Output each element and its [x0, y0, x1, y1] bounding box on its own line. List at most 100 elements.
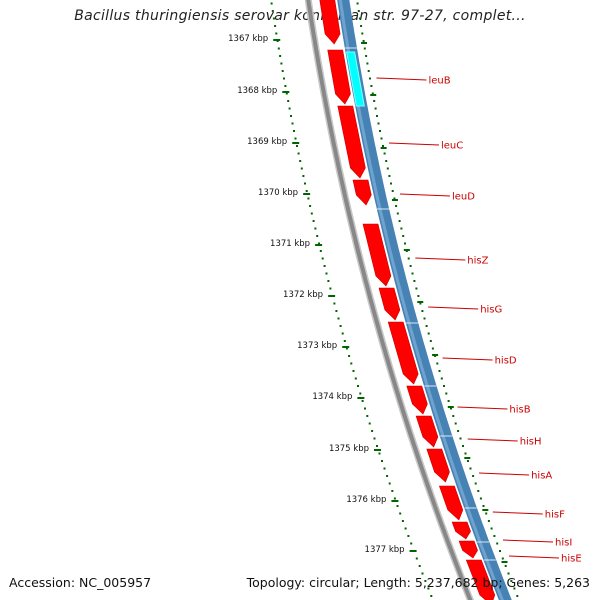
inner-dotted-track [462, 445, 464, 447]
ruler-label: 1369 kbp [247, 137, 287, 147]
ruler-label: 1373 kbp [297, 341, 337, 351]
inner-dotted-track [459, 437, 462, 440]
forward-cds-arrow [362, 223, 392, 287]
ruler-dotted-track [310, 212, 313, 215]
ruler-label: 1372 kbp [283, 290, 323, 300]
forward-cds-arrow [319, 0, 341, 45]
inner-dotted-track [377, 122, 380, 125]
gene-label-leader [442, 357, 493, 361]
inner-dotted-track [382, 145, 384, 147]
forward-cds-arrow [387, 321, 419, 385]
ruler-dotted-track [357, 385, 359, 387]
inner-dotted-track [423, 317, 426, 320]
ruler-label: 1374 kbp [312, 392, 352, 402]
ruler-labels: 1367 kbp 1368 kbp 1369 kbp 1370 kbp 1371 kbp… [228, 34, 417, 555]
inner-dotted-track [479, 497, 482, 500]
ruler-dotted-track [361, 400, 364, 402]
inner-dotted-track [391, 190, 394, 192]
ruler-dotted-track [304, 182, 306, 185]
ruler-dotted-track [271, 10, 274, 12]
ruler-dotted-track [354, 377, 357, 380]
gene-label-leader [508, 555, 560, 559]
gene-label: leuC [441, 141, 463, 152]
inner-dotted-track [360, 25, 363, 27]
ruler-dotted-track [424, 580, 427, 582]
genome-summary-text: Topology: circular; Length: 5,237,682 bp… [246, 575, 590, 590]
gene-label: hisD [495, 356, 517, 367]
forward-cds-arrow [438, 485, 464, 521]
ruler-dotted-track [274, 25, 277, 27]
ruler-label: 1371 kbp [270, 239, 310, 249]
inner-dotted-track [440, 377, 443, 380]
ruler-dotted-track [318, 242, 320, 245]
backbone-ring [306, 0, 473, 600]
inner-dotted-track [419, 302, 422, 305]
inner-dotted-track [425, 325, 428, 327]
gene-labels: leuB leuC leuD hisZ hisG hisD hisB hisH hisA hisF… [376, 76, 582, 565]
ruler-dotted-track [348, 355, 351, 357]
ruler-dotted-track [325, 272, 328, 275]
forward-cds-arrow [451, 521, 471, 540]
ruler-dotted-track [335, 310, 338, 312]
ruler-dotted-track [430, 595, 433, 597]
ruler-dotted-track [300, 167, 303, 170]
inner-dotted-track [366, 62, 369, 65]
inner-dotted-track [496, 542, 499, 545]
ruler-dotted-track [293, 130, 295, 132]
ruler-dotted-track [343, 340, 346, 342]
ruler-label: 1367 kbp [228, 34, 268, 44]
inner-dotted-track [404, 242, 406, 245]
gene-label: hisZ [467, 256, 488, 267]
ruler-dotted-track [368, 422, 371, 425]
ruler-dotted-track [302, 175, 305, 177]
ruler-dotted-track [288, 107, 291, 110]
forward-cds-arrow [426, 448, 450, 483]
inner-dotted-track [421, 310, 424, 312]
inner-dotted-track [450, 407, 452, 410]
ruler-dotted-track [393, 497, 396, 500]
ruler-dotted-track [366, 415, 369, 417]
inner-dotted-track [385, 160, 388, 162]
inner-dotted-track [467, 460, 469, 462]
ruler-dotted-track [312, 220, 315, 222]
gene-label-leader [400, 193, 451, 197]
inner-dotted-track [507, 572, 510, 575]
ruler-dotted-track [427, 587, 430, 590]
inner-dotted-track [358, 17, 361, 20]
inner-dotted-track [409, 265, 412, 267]
ruler-dotted-track [373, 437, 376, 440]
ruler-dotted-track [391, 490, 394, 492]
inner-dotted-track [427, 332, 430, 335]
ruler-dotted-track [327, 280, 330, 282]
inner-dotted-track [367, 70, 370, 72]
forward-cds-arrow [458, 540, 478, 559]
inner-dotted-track [393, 197, 396, 200]
inner-dotted-track [429, 340, 432, 342]
ruler-dotted-track [376, 445, 378, 447]
ruler-dotted-track [410, 542, 413, 545]
inner-dotted-track [485, 512, 488, 515]
forward-cds-arrow [352, 179, 372, 206]
ruler-dotted-track [337, 317, 340, 320]
gene-label-leader [502, 539, 554, 543]
inner-dotted-track [431, 347, 434, 350]
inner-dotted-track [356, 2, 359, 5]
inner-dotted-track [513, 587, 516, 590]
ruler-dotted-track [270, 2, 273, 5]
ruler-dotted-track [285, 92, 288, 95]
inner-dotted-track [443, 385, 445, 387]
ruler-dotted-track [329, 287, 332, 290]
inner-dotted-track [363, 47, 366, 50]
inner-dotted-track [407, 257, 410, 260]
inner-dotted-track [411, 272, 414, 275]
ruler-dotted-track [339, 325, 342, 327]
ruler-dotted-track [321, 257, 324, 260]
inner-dotted-track [447, 400, 450, 402]
gene-label: leuD [452, 192, 475, 203]
inner-dotted-track [417, 295, 420, 297]
gene-label-leader [467, 438, 518, 442]
ruler-dotted-track [383, 467, 386, 470]
ruler-dotted-track [294, 137, 297, 140]
inner-dotted-track [395, 205, 398, 207]
